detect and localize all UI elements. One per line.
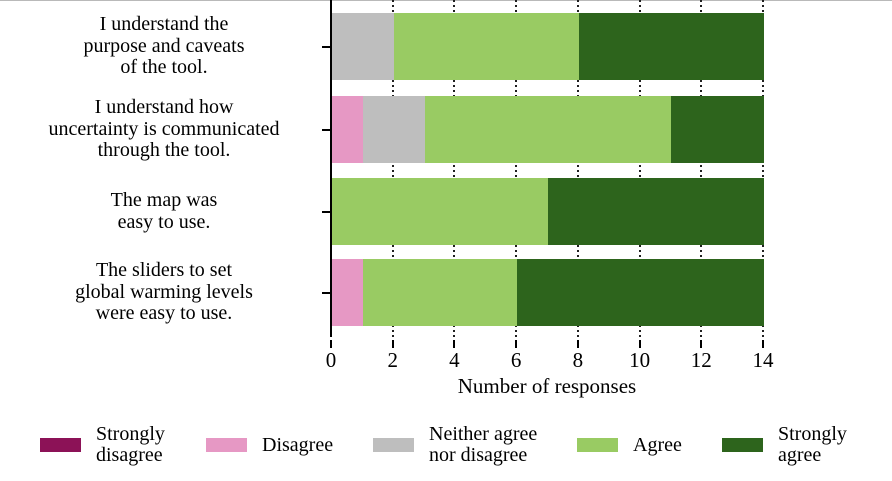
gridline	[576, 0, 579, 337]
x-axis-tick	[638, 340, 641, 348]
category-label: The sliders to set global warming levels…	[75, 259, 253, 325]
gridline	[700, 0, 703, 337]
gridline	[638, 0, 641, 337]
plot-area	[322, 0, 764, 348]
gridline	[515, 0, 518, 337]
x-axis-tick	[576, 340, 579, 348]
bar-row	[332, 178, 764, 245]
category-label: I understand the purpose and caveats of …	[83, 13, 245, 79]
legend-item: Neither agree nor disagree	[373, 423, 537, 467]
bar-segment	[332, 13, 394, 80]
x-tick-label: 2	[387, 348, 398, 372]
bar-segment	[517, 259, 764, 326]
bar-segment	[393, 13, 579, 80]
bar-segment	[578, 13, 764, 80]
bar-segment	[548, 178, 764, 245]
gridline	[762, 0, 764, 337]
x-axis-tick	[700, 340, 703, 348]
legend-swatch	[206, 438, 247, 452]
x-axis-label: Number of responses	[457, 374, 637, 398]
legend-item: Strongly agree	[722, 423, 847, 467]
bar-segment	[671, 96, 764, 163]
legend-label: Strongly disagree	[96, 423, 165, 466]
x-tick-label: 4	[449, 348, 460, 372]
x-axis-tick	[391, 340, 394, 348]
category-label: The map was easy to use.	[110, 189, 218, 233]
legend-swatch	[373, 438, 414, 452]
gridline	[391, 0, 394, 337]
legend-item: Strongly disagree	[40, 423, 165, 467]
bar-segment	[332, 259, 363, 326]
y-axis-tick	[322, 45, 332, 48]
bar-segment	[362, 259, 518, 326]
x-axis-tick	[762, 340, 764, 348]
legend-label: Disagree	[262, 433, 334, 456]
y-axis-tick	[322, 210, 332, 213]
legend-item: Agree	[577, 423, 682, 467]
bar-segment	[362, 96, 425, 163]
x-axis-tick	[453, 340, 456, 348]
category-label: I understand how uncertainty is communic…	[48, 96, 280, 162]
legend-swatch	[577, 438, 618, 452]
y-axis-tick	[322, 128, 332, 131]
legend-label: Neither agree nor disagree	[429, 423, 538, 466]
bar-row	[332, 96, 764, 163]
x-tick-label: 10	[629, 348, 651, 372]
legend-swatch	[722, 438, 763, 452]
x-axis-tick	[515, 340, 518, 348]
bar-row	[332, 259, 764, 326]
y-axis-tick	[322, 291, 332, 294]
legend-label: Agree	[633, 433, 682, 456]
bar-segment	[332, 96, 363, 163]
x-tick-label: 0	[325, 348, 337, 372]
gridline	[453, 0, 456, 337]
legend-label: Strongly agree	[778, 423, 847, 466]
top-divider	[0, 0, 892, 1]
bar-segment	[332, 178, 548, 245]
x-tick-label: 14	[752, 348, 774, 372]
bar-row	[332, 13, 764, 80]
legend-item: Disagree	[206, 423, 333, 467]
x-tick-label: 8	[572, 348, 584, 372]
bar-segment	[424, 96, 672, 163]
legend-swatch	[40, 438, 81, 452]
x-tick-label: 6	[510, 348, 522, 372]
x-tick-label: 12	[690, 348, 712, 372]
x-axis-tick	[330, 340, 332, 348]
